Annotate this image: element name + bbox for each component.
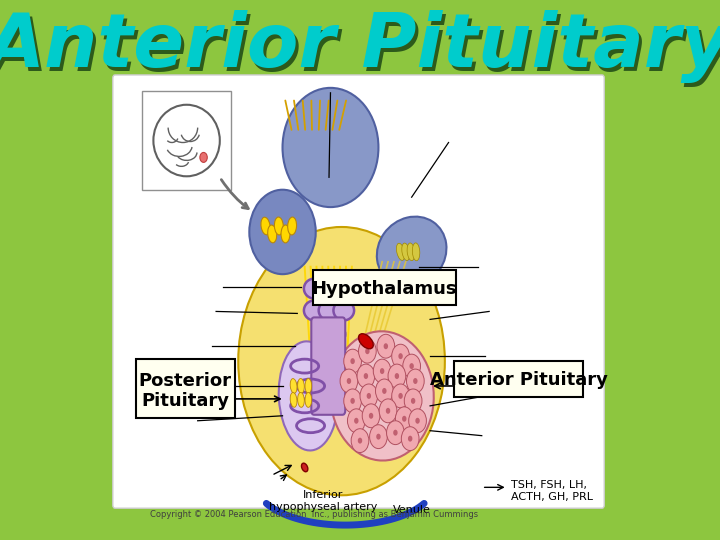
Ellipse shape [402,243,410,261]
Circle shape [402,354,420,378]
Circle shape [382,388,387,394]
Circle shape [388,364,406,388]
Circle shape [358,437,362,443]
Circle shape [364,373,368,379]
Ellipse shape [279,341,338,450]
Ellipse shape [407,243,415,261]
Ellipse shape [290,379,297,393]
Text: Anterior Pituitary: Anterior Pituitary [0,14,720,86]
Circle shape [360,384,378,408]
Circle shape [373,359,391,383]
Circle shape [343,389,361,413]
Ellipse shape [333,279,354,299]
Ellipse shape [333,301,354,320]
Ellipse shape [305,393,312,407]
Circle shape [392,384,410,408]
Circle shape [386,408,390,414]
Circle shape [380,368,384,374]
Ellipse shape [304,301,325,320]
Text: Inferior
hypophyseal artery: Inferior hypophyseal artery [269,490,377,512]
Circle shape [354,418,359,424]
Text: Copyright © 2004 Pearson Education  Inc., publishing as Benjamin Cummings: Copyright © 2004 Pearson Education Inc.,… [150,510,478,519]
Bar [143,91,231,190]
Circle shape [384,343,388,349]
Circle shape [398,393,402,399]
Circle shape [409,409,426,433]
Ellipse shape [302,463,308,472]
Circle shape [365,348,369,354]
Circle shape [369,413,373,418]
Circle shape [369,425,387,449]
Circle shape [387,421,404,444]
Ellipse shape [261,217,270,235]
Circle shape [404,389,422,413]
Circle shape [413,378,418,384]
Ellipse shape [281,225,290,243]
Ellipse shape [305,379,312,394]
Ellipse shape [397,243,405,260]
Text: TSH, FSH, LH,
ACTH, GH, PRL: TSH, FSH, LH, ACTH, GH, PRL [511,481,593,502]
Ellipse shape [288,217,297,235]
Circle shape [410,363,414,369]
Ellipse shape [153,105,220,176]
Circle shape [402,416,407,422]
Ellipse shape [319,279,339,299]
Ellipse shape [312,326,330,343]
FancyBboxPatch shape [113,75,604,508]
Ellipse shape [274,217,283,235]
Ellipse shape [249,190,316,274]
Circle shape [377,434,381,440]
FancyBboxPatch shape [312,269,456,306]
Circle shape [379,399,397,423]
Circle shape [351,398,355,404]
Ellipse shape [282,88,379,207]
Circle shape [392,344,410,368]
Circle shape [376,379,393,403]
Ellipse shape [297,379,305,394]
Text: Anterior Pituitary: Anterior Pituitary [0,10,720,83]
Ellipse shape [328,326,346,343]
Circle shape [348,409,365,433]
Circle shape [398,353,402,359]
Text: Venule: Venule [392,505,431,515]
Text: Anterior Pituitary: Anterior Pituitary [430,371,608,389]
Ellipse shape [359,334,373,349]
FancyBboxPatch shape [311,318,346,415]
Circle shape [359,339,377,363]
Circle shape [366,393,371,399]
Circle shape [351,429,369,453]
Ellipse shape [413,243,420,261]
Circle shape [407,369,424,393]
Circle shape [347,378,351,384]
Text: Posterior
Pituitary: Posterior Pituitary [139,372,232,410]
Circle shape [408,436,413,442]
Circle shape [351,358,355,364]
Circle shape [362,404,380,428]
Circle shape [411,398,415,404]
Text: Hypothalamus: Hypothalamus [312,280,457,298]
Ellipse shape [319,301,339,320]
Circle shape [343,349,361,373]
Ellipse shape [330,331,433,461]
Circle shape [393,430,397,436]
Circle shape [401,427,419,450]
Ellipse shape [290,393,297,407]
Circle shape [395,373,399,379]
Circle shape [357,364,374,388]
Circle shape [415,418,420,424]
Ellipse shape [304,279,325,299]
Circle shape [200,152,207,163]
Ellipse shape [377,217,446,287]
Circle shape [377,334,395,358]
Circle shape [340,369,358,393]
Ellipse shape [297,393,305,407]
FancyBboxPatch shape [454,361,583,397]
Circle shape [395,407,413,431]
Ellipse shape [268,225,276,243]
Ellipse shape [238,227,445,495]
FancyBboxPatch shape [135,359,235,418]
